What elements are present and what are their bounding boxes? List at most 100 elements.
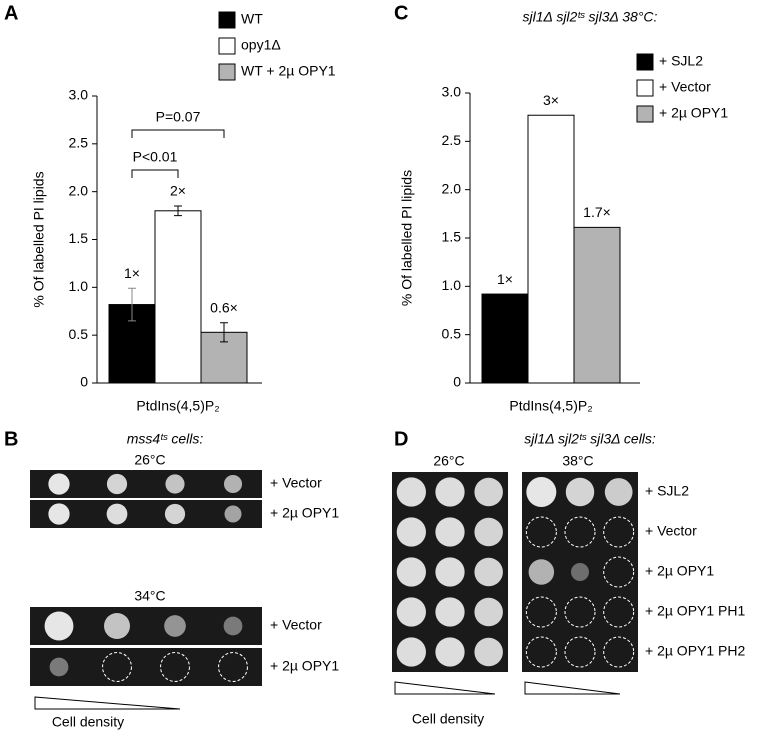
bracket [131,129,225,138]
temperature: 38°C [562,453,593,469]
y-tick-label: 0.5 [442,325,462,341]
fold-label: 1× [497,271,513,287]
spot [474,517,503,547]
panel-title: mss4ᵗˢ cells: [127,431,204,447]
y-tick-label: 1.0 [442,277,462,293]
spot [396,557,426,587]
bar [481,293,529,384]
y-tick-label: 2.0 [69,182,89,198]
comparison-label: P=0.07 [156,109,201,125]
empty-spot [525,596,557,628]
legend-label: WT [241,11,263,27]
x-tick-label: PtdIns(4,5)P₂ [136,398,219,414]
spot [104,613,130,639]
error-bar [220,322,228,343]
spot [396,477,426,507]
panel-letter: B [4,428,18,450]
temperature: 34°C [134,588,165,604]
legend-swatch [636,79,654,97]
row-label: + 2µ OPY1 [645,563,714,579]
y-tick-label: 0.5 [69,326,89,342]
density-wedge [394,681,496,695]
y-tick-label: 1.5 [442,229,462,245]
spot [223,616,243,636]
y-tick-label: 2.5 [69,135,89,151]
bracket [131,169,179,178]
comparison-label: P<0.01 [133,149,178,165]
plate [30,648,262,686]
spot [224,505,242,523]
spot [474,557,503,587]
spot [435,597,465,627]
legend-swatch [218,11,236,29]
row-label: + Vector [270,617,322,633]
spot [474,597,503,627]
row-label: + Vector [645,523,697,539]
y-tick-label: 0 [80,374,88,390]
fold-label: 1× [124,265,140,281]
y-tick-label: 3.0 [69,87,89,103]
spot [435,557,465,587]
chart-title: sjl1Δ sjl2ᵗˢ sjl3Δ 38°C: [523,9,658,25]
spot [528,559,555,585]
row-label: + SJL2 [645,483,689,499]
spot [396,597,426,627]
x-label: Cell density [412,711,484,727]
bar [573,226,621,384]
empty-spot [525,516,557,548]
legend-label: + Vector [659,79,711,95]
spot [435,517,465,547]
empty-spot [564,596,596,628]
row-label: + 2µ OPY1 [270,658,339,674]
legend-label: opy1Δ [241,37,281,53]
spot [435,477,465,507]
spot [164,503,186,525]
temperature: 26°C [433,453,464,469]
row-label: + 2µ OPY1 PH2 [645,643,745,659]
fold-label: 0.6× [210,299,238,315]
empty-spot [603,516,635,548]
y-axis-label: % Of labelled PI lipids [31,171,47,307]
spot [106,473,128,495]
legend-swatch [636,105,654,123]
empty-spot [218,652,248,682]
legend-label: + SJL2 [659,53,703,69]
legend-swatch [218,37,236,55]
panel-letter: A [4,2,18,24]
x-tick-label: PtdIns(4,5)P₂ [509,398,592,414]
row-label: + 2µ OPY1 PH1 [645,603,745,619]
fold-label: 3× [543,92,559,108]
empty-spot [564,516,596,548]
density-wedge [524,681,621,695]
y-tick-label: 3.0 [442,84,462,100]
legend-label: + 2µ OPY1 [659,105,728,121]
bar [527,114,575,384]
spot [565,477,595,507]
empty-spot [160,652,190,682]
legend-swatch [636,53,654,71]
y-tick-label: 2.0 [442,180,462,196]
empty-spot [525,636,557,668]
spot [165,474,185,494]
spot [435,637,465,667]
y-tick-label: 0 [453,374,461,390]
empty-spot [603,556,635,588]
empty-spot [603,636,635,668]
spot [474,477,503,507]
row-label: + Vector [270,475,322,491]
legend-label: WT + 2µ OPY1 [241,63,336,79]
fold-label: 2× [170,183,186,199]
spot [48,473,70,495]
panel-title: sjl1Δ sjl2ᵗˢ sjl3Δ cells: [524,431,656,447]
spot [604,478,633,506]
panel-letter: D [394,428,408,450]
spot [48,503,70,525]
y-tick-label: 1.5 [69,230,89,246]
spot [106,503,128,525]
spot [396,517,426,547]
row-label: + 2µ OPY1 [270,505,339,521]
empty-spot [603,596,635,628]
error-bar [128,287,136,322]
x-label: Cell density [52,714,124,730]
